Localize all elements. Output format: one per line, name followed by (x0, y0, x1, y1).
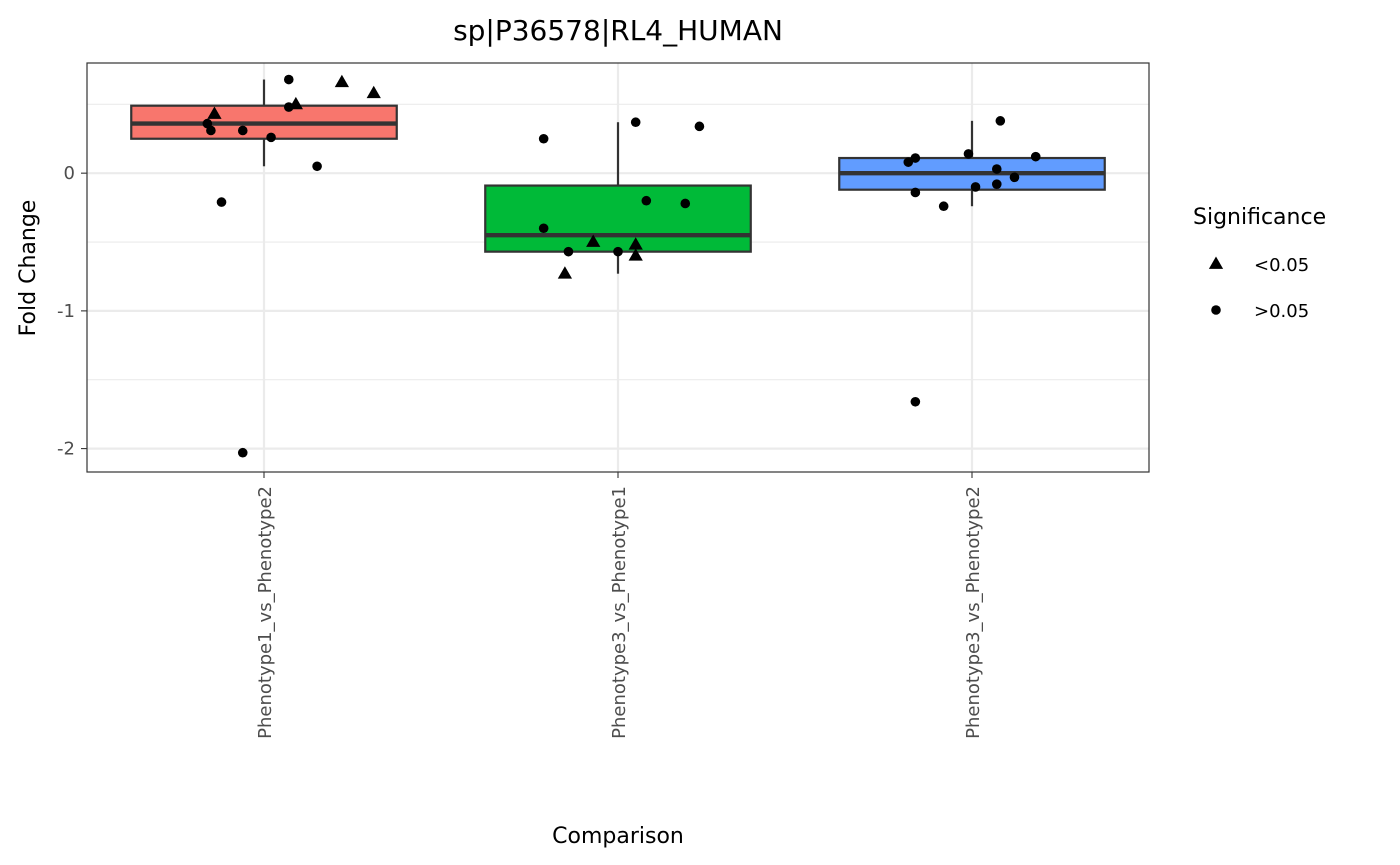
data-point (237, 125, 248, 136)
data-point (237, 447, 248, 458)
data-point (903, 157, 914, 167)
data-point (641, 195, 652, 206)
data-point-significant (334, 74, 350, 88)
data-point (963, 149, 974, 159)
legend-label: <0.05 (1254, 255, 1309, 276)
y-axis-title: Fold Change (16, 200, 41, 337)
data-point (613, 246, 623, 257)
data-point (680, 198, 691, 209)
data-point-significant (557, 266, 573, 279)
data-point (206, 125, 216, 136)
data-point (283, 102, 294, 112)
x-tick-label: Phenotype3_vs_Phenotype2 (963, 486, 984, 739)
data-point (216, 197, 227, 207)
data-point (910, 396, 921, 407)
data-point (538, 223, 549, 234)
data-point-significant (586, 234, 601, 247)
data-point (991, 164, 1002, 174)
x-axis-title: Comparison (552, 824, 684, 849)
data-point (694, 121, 705, 132)
legend-key-triangle (1208, 256, 1224, 269)
data-point-significant (366, 85, 381, 99)
data-point (910, 187, 921, 198)
data-point-significant (207, 106, 222, 119)
data-point-significant (628, 248, 643, 261)
data-point (312, 161, 322, 172)
y-tick-label: -1 (57, 301, 75, 322)
legend-title: Significance (1193, 205, 1326, 230)
data-point (970, 182, 981, 192)
data-point (630, 117, 641, 128)
data-point (938, 201, 949, 212)
box-2 (484, 122, 752, 274)
data-point (266, 132, 276, 143)
y-tick-label: -2 (57, 439, 75, 460)
data-point-significant (628, 237, 643, 250)
x-tick-label: Phenotype1_vs_Phenotype2 (255, 486, 276, 739)
data-point (995, 116, 1006, 126)
y-axis: 0 -1 -2 (57, 163, 87, 460)
data-point (1009, 172, 1020, 183)
legend-key-circle (1211, 305, 1221, 315)
y-tick-label: 0 (64, 163, 75, 184)
legend-label: >0.05 (1254, 301, 1309, 322)
box-1 (130, 79, 398, 167)
x-axis: Phenotype1_vs_Phenotype2 Phenotype3_vs_Ph… (255, 472, 984, 739)
box-3 (838, 120, 1106, 207)
chart-title: sp|P36578|RL4_HUMAN (453, 14, 783, 47)
box-body (484, 184, 752, 253)
data-point (910, 153, 921, 163)
legend: Significance <0.05 >0.05 (1193, 205, 1326, 322)
data-point (1030, 151, 1041, 162)
data-point (283, 74, 294, 85)
x-tick-label: Phenotype3_vs_Phenotype1 (609, 486, 630, 739)
data-point (991, 179, 1002, 189)
data-points (202, 74, 1041, 458)
data-point (538, 133, 549, 144)
data-point (563, 246, 574, 257)
boxes (130, 79, 1106, 274)
